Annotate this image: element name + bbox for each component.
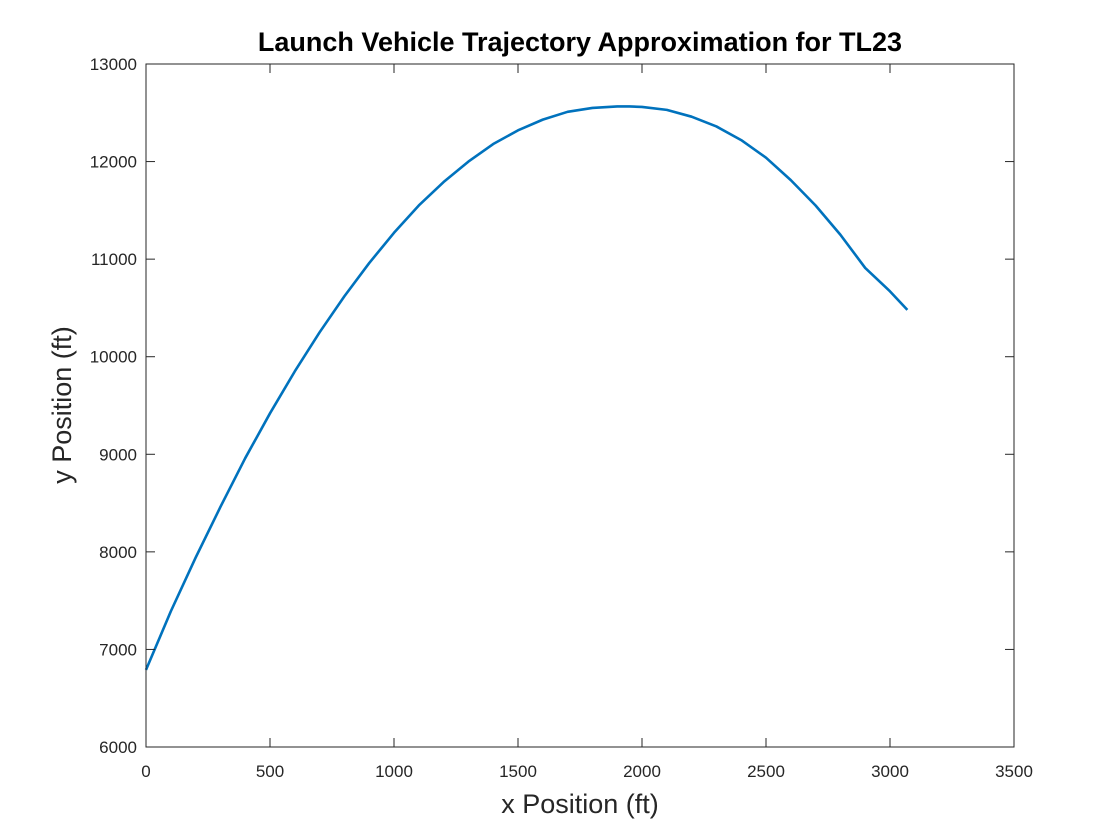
axis-ticks: 0 500 1000 1500 2000 2500 3000 3500 6000 7000 8000… (90, 55, 1033, 781)
y-tick-label: 9000 (99, 445, 137, 464)
x-tick-label: 500 (256, 762, 284, 781)
x-tick-label: 2000 (623, 762, 661, 781)
x-tick-label: 0 (141, 762, 150, 781)
y-tick-label: 11000 (91, 250, 137, 269)
x-tick-label: 2500 (747, 762, 785, 781)
x-axis-label: x Position (ft) (501, 789, 659, 819)
x-tick-label: 1500 (499, 762, 537, 781)
y-tick-label: 8000 (99, 543, 137, 562)
y-tick-label: 6000 (99, 738, 137, 757)
x-tick-label: 3000 (871, 762, 909, 781)
x-tick-label: 3500 (995, 762, 1033, 781)
plot-area (144, 105, 909, 671)
chart-title: Launch Vehicle Trajectory Approximation … (258, 27, 902, 57)
y-tick-label: 13000 (90, 55, 137, 74)
axes-box (145, 63, 1015, 748)
x-tick-label: 1000 (375, 762, 413, 781)
y-tick-label: 7000 (99, 640, 137, 659)
y-tick-label: 12000 (90, 153, 137, 172)
trajectory-line (144, 105, 909, 671)
y-axis-label: y Position (ft) (47, 326, 77, 484)
y-tick-label: 10000 (90, 348, 137, 367)
